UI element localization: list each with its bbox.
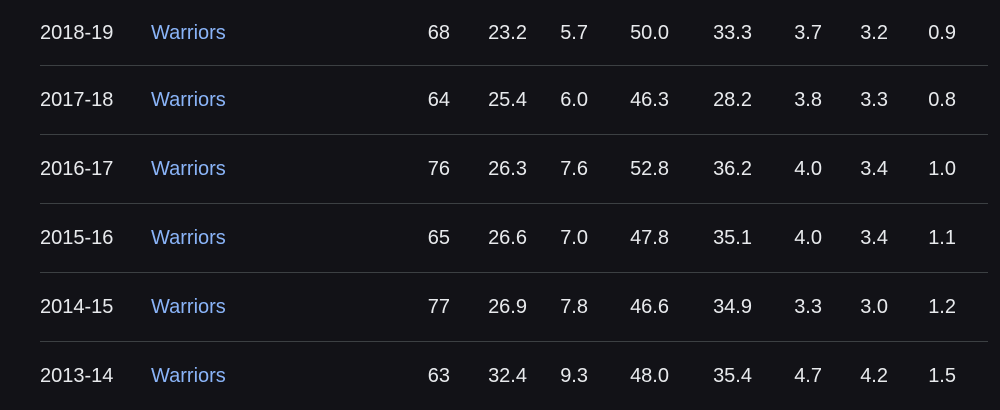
assists-cell: 4.7: [794, 365, 822, 387]
field-goal-pct-cell: 46.3: [630, 89, 669, 111]
rebounds-cell: 7.6: [560, 158, 588, 180]
team-link[interactable]: Warriors: [151, 158, 226, 180]
steals-cell: 3.4: [860, 227, 888, 249]
rebounds-cell: 7.0: [560, 227, 588, 249]
season-cell: 2016-17: [40, 158, 114, 180]
team-link[interactable]: Warriors: [151, 21, 226, 44]
field-goal-pct-cell: 46.6: [630, 296, 669, 318]
field-goal-pct-cell: 50.0: [630, 21, 669, 44]
three-point-pct-cell: 36.2: [713, 158, 752, 180]
blocks-cell: 0.8: [928, 89, 956, 111]
table-row: 2013-14 Warriors 63 32.4 9.3 48.0 35.4 4…: [40, 342, 988, 410]
assists-cell: 3.3: [794, 296, 822, 318]
games-played-cell: 68: [427, 21, 450, 44]
team-link[interactable]: Warriors: [151, 89, 226, 111]
points-cell: 26.3: [488, 158, 527, 180]
three-point-pct-cell: 28.2: [713, 89, 752, 111]
rebounds-cell: 9.3: [560, 365, 588, 387]
steals-cell: 3.2: [860, 21, 888, 44]
three-point-pct-cell: 35.4: [713, 365, 752, 387]
points-cell: 23.2: [488, 21, 527, 44]
table-row: 2015-16 Warriors 65 26.6 7.0 47.8 35.1 4…: [40, 204, 988, 273]
rebounds-cell: 6.0: [560, 89, 588, 111]
season-cell: 2015-16: [40, 227, 114, 249]
table-row: 2014-15 Warriors 77 26.9 7.8 46.6 34.9 3…: [40, 273, 988, 342]
team-link[interactable]: Warriors: [151, 227, 226, 249]
points-cell: 32.4: [488, 365, 527, 387]
steals-cell: 3.0: [860, 296, 888, 318]
games-played-cell: 76: [427, 158, 450, 180]
rebounds-cell: 7.8: [560, 296, 588, 318]
steals-cell: 4.2: [860, 365, 888, 387]
points-cell: 25.4: [488, 89, 527, 111]
blocks-cell: 0.9: [928, 21, 956, 44]
assists-cell: 3.7: [794, 21, 822, 44]
points-cell: 26.6: [488, 227, 527, 249]
blocks-cell: 1.1: [928, 227, 956, 249]
games-played-cell: 77: [427, 296, 450, 318]
three-point-pct-cell: 34.9: [713, 296, 752, 318]
field-goal-pct-cell: 47.8: [630, 227, 669, 249]
rebounds-cell: 5.7: [560, 21, 588, 44]
table-row: 2016-17 Warriors 76 26.3 7.6 52.8 36.2 4…: [40, 135, 988, 204]
table-row: 2017-18 Warriors 64 25.4 6.0 46.3 28.2 3…: [40, 66, 988, 135]
three-point-pct-cell: 33.3: [713, 21, 752, 44]
team-link[interactable]: Warriors: [151, 365, 226, 387]
three-point-pct-cell: 35.1: [713, 227, 752, 249]
blocks-cell: 1.0: [928, 158, 956, 180]
assists-cell: 3.8: [794, 89, 822, 111]
steals-cell: 3.4: [860, 158, 888, 180]
season-cell: 2014-15: [40, 296, 114, 318]
points-cell: 26.9: [488, 296, 527, 318]
blocks-cell: 1.2: [928, 296, 956, 318]
games-played-cell: 63: [427, 365, 450, 387]
season-cell: 2018-19: [40, 21, 114, 44]
team-link[interactable]: Warriors: [151, 296, 226, 318]
assists-cell: 4.0: [794, 158, 822, 180]
season-cell: 2017-18: [40, 89, 114, 111]
season-cell: 2013-14: [40, 365, 114, 387]
blocks-cell: 1.5: [928, 365, 956, 387]
field-goal-pct-cell: 48.0: [630, 365, 669, 387]
games-played-cell: 65: [427, 227, 450, 249]
assists-cell: 4.0: [794, 227, 822, 249]
steals-cell: 3.3: [860, 89, 888, 111]
table-row: 2018-19 Warriors 68 23.2 5.7 50.0 33.3 3…: [40, 0, 988, 66]
games-played-cell: 64: [427, 89, 450, 111]
field-goal-pct-cell: 52.8: [630, 158, 669, 180]
